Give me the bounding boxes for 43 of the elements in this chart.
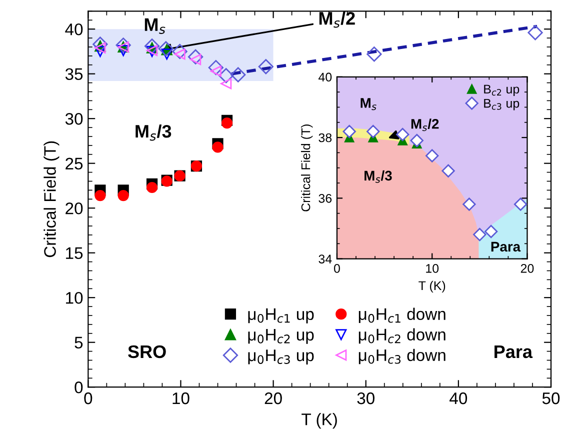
legend-label: B$_{c3}$ up xyxy=(484,99,520,110)
annotation: SRO xyxy=(128,345,166,358)
x-tick-label: 10 xyxy=(172,392,190,404)
y-axis-title: Critical Field (T) xyxy=(44,141,60,258)
y-tick-label: 10 xyxy=(66,292,83,304)
y-tick-label: 40 xyxy=(318,72,332,82)
x-tick-label: 0 xyxy=(84,392,92,404)
y-tick-label: 35 xyxy=(65,68,83,80)
y-tick-label: 0 xyxy=(74,382,83,394)
x-tick-label: 20 xyxy=(264,392,282,404)
annotation: M$_{s}$ xyxy=(144,18,166,34)
y-tick-label: 34 xyxy=(318,254,332,264)
y-tick-label: 5 xyxy=(74,336,83,349)
legend-label: μ$_{0}$H$_{c1}$ down xyxy=(358,308,446,324)
x-axis-title: T (K) xyxy=(418,280,446,293)
y-tick-label: 20 xyxy=(66,202,83,214)
y-tick-label: 40 xyxy=(65,23,83,36)
x-tick-label: 30 xyxy=(357,392,374,404)
legend-label: μ$_{0}$H$_{c3}$ down xyxy=(358,348,446,364)
x-tick-label: 40 xyxy=(450,392,468,404)
annotation: M$_{s}$/2 xyxy=(319,11,355,28)
x-tick-label: 0 xyxy=(334,264,340,273)
x-tick-label: 10 xyxy=(426,264,439,273)
x-axis-title: T (K) xyxy=(302,413,337,429)
y-tick-label: 30 xyxy=(65,112,83,125)
annotation: Para xyxy=(491,242,521,252)
legend-label: μ$_{0}$H$_{c3}$ up xyxy=(248,350,314,365)
legend-label: B$_{c2}$ up xyxy=(484,84,520,96)
y-tick-label: 15 xyxy=(66,247,83,260)
y-tick-label: 36 xyxy=(318,194,332,203)
annotation: M$_{s}$ xyxy=(360,98,376,110)
x-tick-label: 20 xyxy=(520,264,534,273)
legend-label: μ$_{0}$H$_{c2}$ down xyxy=(358,328,446,344)
legend-label: μ$_{0}$H$_{c2}$ up xyxy=(248,329,314,344)
annotation: M$_{s}$/2 xyxy=(411,118,439,132)
y-tick-label: 38 xyxy=(318,133,332,142)
annotation: M$_{s}$/3 xyxy=(136,124,172,141)
annotation: Para xyxy=(494,346,533,358)
y-axis-title: Critical Field (T) xyxy=(301,124,313,212)
y-tick-label: 25 xyxy=(66,158,83,170)
x-tick-label: 50 xyxy=(542,392,560,404)
annotation: M$_{s}$/3 xyxy=(364,170,392,183)
legend-label: μ$_{0}$H$_{c1}$ up xyxy=(248,308,314,324)
